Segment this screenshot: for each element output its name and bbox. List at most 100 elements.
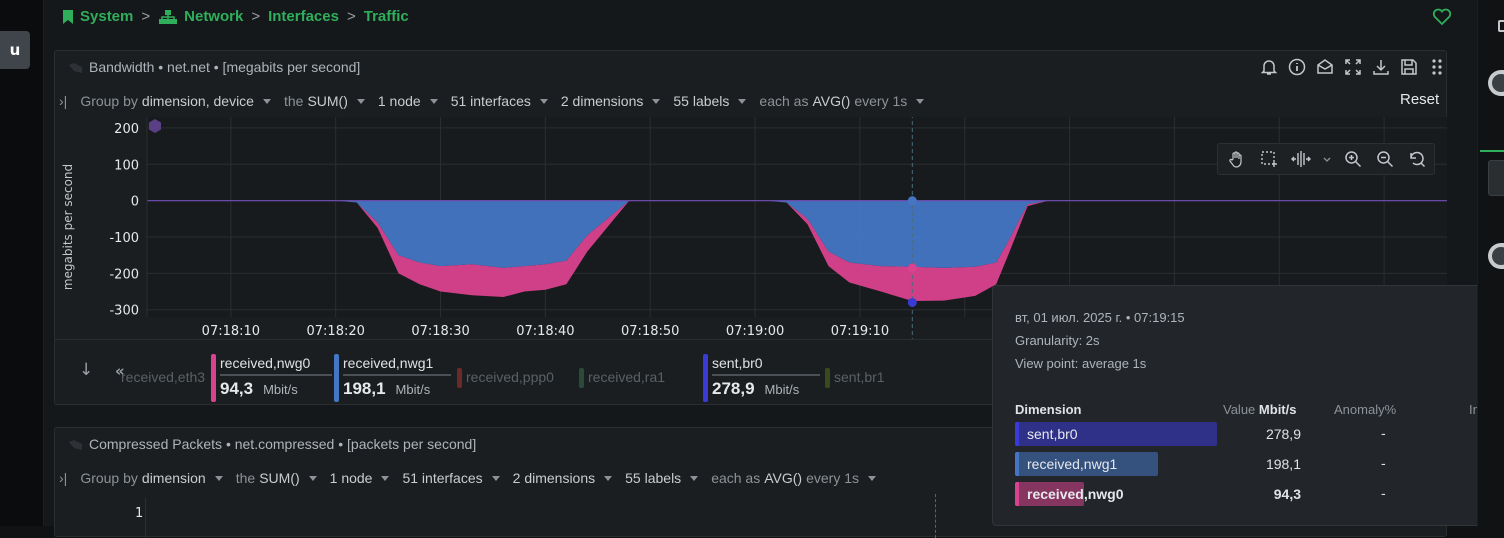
nodes-dropdown[interactable]: 1 node [378,93,438,109]
tooltip-row: received,nwg1 198,1 - [1015,452,1495,478]
tooltip-dimension-value: 94,3 [1273,486,1301,502]
tooltip-dimension-name: received,nwg0 [1027,486,1124,502]
tooltip-dimension-name: sent,br0 [1027,426,1078,442]
breadcrumb-interfaces[interactable]: Interfaces [268,8,339,25]
info-icon[interactable] [1288,58,1306,76]
breadcrumb-system[interactable]: System [80,8,134,25]
y-tick-label: -100 [109,231,139,246]
scroll-left-icon[interactable]: « [115,362,125,380]
y-axis-label: megabits per second [61,164,75,290]
panel-chart-icon [69,440,82,450]
zoom-out-icon[interactable] [1374,148,1396,170]
breadcrumb-traffic: Traffic [363,8,409,25]
group-by-dropdown[interactable]: Group by dimension, device [80,93,271,109]
tooltip-view-point: View point: average 1s [1015,356,1147,371]
arrow-down-icon[interactable]: ↓ [79,360,94,380]
alert-inbox-icon[interactable] [1316,58,1334,76]
y-axis-line [145,498,146,538]
network-icon [159,9,178,24]
breadcrumb-separator: > [251,8,261,25]
zoom-in-icon[interactable] [1342,148,1364,170]
collapse-icon[interactable]: ›| [59,470,68,486]
x-tick-label: 07:18:30 [411,324,469,339]
interfaces-dropdown[interactable]: 51 interfaces [402,470,500,486]
side-button[interactable] [1488,160,1504,196]
y-tick-label: 1 [135,506,144,521]
collapse-icon[interactable]: ›| [59,93,68,109]
panel-chart-icon [69,63,82,73]
legend-item-label: received,ra1 [588,369,666,385]
reset-button[interactable]: Reset [1400,91,1440,108]
tooltip-dimension-value: 278,9 [1265,426,1301,442]
legend-color-swatch [457,368,462,388]
chart-tools [1217,143,1435,175]
tooltip-row: received,nwg0 94,3 - [1015,482,1495,508]
save-icon[interactable] [1400,58,1418,76]
tooltip-dimension-name: received,nwg1 [1027,456,1118,472]
select-zoom-icon[interactable] [1258,148,1280,170]
legend-item-label: sent,br0 [712,355,763,371]
dimensions-dropdown[interactable]: 2 dimensions [513,470,613,486]
legend-item-label: received,ppp0 [466,369,554,385]
legend-color-swatch [334,354,339,402]
drag-handle-icon[interactable] [1428,58,1446,76]
y-tick-label: -300 [109,304,139,319]
tooltip-row: sent,br0 278,9 - [1015,422,1495,448]
labels-dropdown[interactable]: 55 labels [673,93,747,109]
legend-item-value: 198,1 Mbit/s [343,379,431,398]
x-tick-label: 07:18:10 [202,324,260,339]
nodes-dropdown[interactable]: 1 node [330,470,390,486]
y-tick-label: 200 [114,122,139,137]
tooltip-anomaly-value: - [1381,455,1386,471]
tooltip-datetime: вт, 01 июл. 2025 г. • 07:19:15 [1015,310,1185,325]
heart-icon[interactable] [1432,8,1452,26]
reset-zoom-icon[interactable] [1406,148,1428,170]
horizontal-zoom-icon[interactable] [1290,148,1312,170]
panel-title: Compressed Packets • net.compressed • [p… [89,436,477,452]
panel-toolbar [1260,58,1446,76]
group-by-dropdown[interactable]: Group by dimension [80,470,223,486]
area-received-nwg0 [335,200,1049,301]
legend-item-label: sent,br1 [834,369,885,385]
fullscreen-icon[interactable] [1344,58,1362,76]
breadcrumb-separator: > [346,8,356,25]
panel-icon[interactable] [1498,20,1504,32]
aggregation-dropdown[interactable]: the SUM() [284,93,365,109]
legend-item-label: received,eth3 [121,369,206,385]
time-aggregation-dropdown[interactable]: each as AVG() every 1s [711,470,877,486]
legend: ↓ « received,eth3 received,nwg0 94,3 Mbit… [55,339,1448,405]
chart-tooltip: вт, 01 июл. 2025 г. • 07:19:15 Granulari… [992,285,1504,526]
bookmark-icon [63,9,73,24]
labels-dropdown[interactable]: 55 labels [625,470,699,486]
tooltip-dimension-value: 198,1 [1265,456,1301,472]
download-icon[interactable] [1372,58,1390,76]
time-aggregation-dropdown[interactable]: each as AVG() every 1s [759,93,925,109]
breadcrumb-network[interactable]: Network [184,8,244,25]
tooltip-anomaly-value: - [1381,425,1386,441]
legend-color-swatch [579,368,584,388]
netdata-logo-icon [149,119,161,133]
y-tick-label: -200 [109,267,139,282]
y-tick-label: 100 [114,158,139,173]
pan-icon[interactable] [1226,148,1248,170]
user-avatar-button[interactable]: u [0,31,30,69]
tooltip-value-bar [1015,452,1158,476]
hover-point [907,196,917,206]
toggle-switch[interactable] [1488,70,1504,96]
legend-color-swatch [825,368,830,388]
chevron-down-icon[interactable] [1322,148,1332,170]
hover-point [907,263,917,273]
aggregation-dropdown[interactable]: the SUM() [236,470,317,486]
legend-item-label: received,nwg1 [343,355,434,371]
legend-item-value: 278,9 Mbit/s [712,379,800,398]
tooltip-value-bar [1015,482,1084,506]
active-tab-indicator [1480,150,1504,152]
dimensions-dropdown[interactable]: 2 dimensions [561,93,661,109]
bell-icon[interactable] [1260,58,1278,76]
query-bar: ›| Group by dimension the SUM() 1 node 51 … [59,470,877,486]
toggle-switch[interactable] [1488,243,1504,269]
tooltip-color-swatch [1015,422,1019,446]
interfaces-dropdown[interactable]: 51 interfaces [451,93,548,109]
breadcrumb-separator: > [141,8,151,25]
legend-item-label: received,nwg0 [220,355,311,371]
